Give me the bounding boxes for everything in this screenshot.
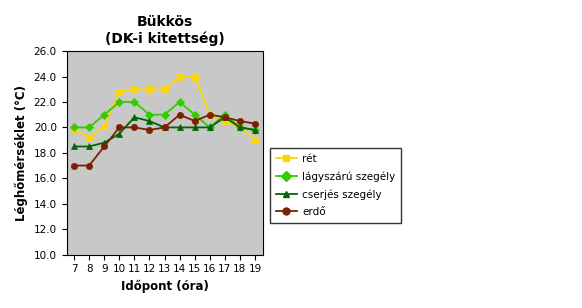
Legend: rét, lágyszárú szegély, cserjés szegély, erdő: rét, lágyszárú szegély, cserjés szegély,… [269, 148, 402, 223]
Y-axis label: Léghőmérséklet (°C): Léghőmérséklet (°C) [15, 85, 28, 221]
Title: Bükkös
(DK-i kitettség): Bükkös (DK-i kitettség) [105, 15, 225, 46]
X-axis label: Időpont (óra): Időpont (óra) [120, 280, 208, 293]
